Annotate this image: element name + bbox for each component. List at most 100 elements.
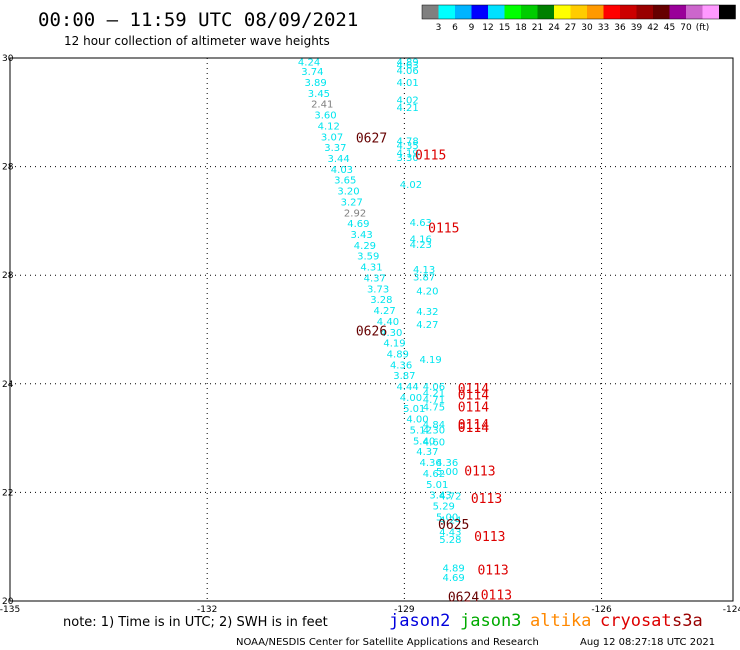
satellite-name: jason3 [460,611,521,631]
wave-height-value: 4.84 [423,420,445,431]
color-scale-swatch [636,5,653,19]
color-scale-swatch [570,5,587,19]
pass-time-label: 0113 [481,588,512,603]
wave-height-value: 4.19 [397,149,419,160]
wave-height-value: 4.75 [423,403,445,414]
color-scale-label: 42 [647,23,658,33]
wave-height-value: 3.28 [370,295,392,306]
color-scale-label: 33 [598,23,609,33]
color-scale-label: 30 [581,23,593,33]
color-scale-label: 9 [469,23,475,33]
color-scale-swatch [455,5,472,19]
satellite-name: cryosat [600,611,672,631]
wave-height-value: 4.06 [423,382,445,393]
wave-height-value: 4.27 [416,320,438,331]
color-scale-swatch [587,5,604,19]
wave-height-value: 4.00 [400,393,422,404]
wave-height-value: 5.40 [413,436,435,447]
color-scale-legend: 3 6 9 12 15 18 21 24 27 30 33 36 39 42 45 70 (ft) [421,4,736,33]
wave-height-value: 4.89 [387,349,409,360]
plot-frame [9,57,734,602]
wave-height-value: 4.43 [439,528,461,539]
wave-height-value: 4.31 [360,263,382,274]
axis-tick-labels: -135-132-129-126-123-124302828242220 [0,54,740,615]
pass-time-label: 0115 [428,221,459,236]
color-scale-label: 45 [664,23,675,33]
pass-time-label: 0114 [458,421,489,436]
wave-height-value: 4.27 [374,306,396,317]
wave-height-value: 4.40 [377,317,399,328]
wave-height-value: 4.69 [443,573,465,584]
wave-height-value: 5.00 [436,467,458,478]
wave-height-value: 4.36 [436,458,458,469]
wave-height-value: 4.32 [416,307,438,318]
wave-height-value: 4.30 [423,425,445,436]
x-tick-label: -124 [723,605,740,615]
pass-time-label: 0113 [464,465,495,480]
wave-height-value: 3.37 [324,143,346,154]
pass-time-label: 0114 [458,418,489,433]
y-tick-label: 20 [2,597,14,607]
pass-time-label: 0114 [458,401,489,416]
color-scale-frame [421,4,736,20]
pass-time-label: 0625 [438,518,469,533]
wave-height-value: 4.24 [439,516,461,527]
pass-time-label: 0113 [471,492,502,507]
wave-height-value: 3.60 [314,111,336,122]
wave-height-value: 4.13 [413,265,435,276]
wave-height-value: 3.87 [413,272,435,283]
wave-height-value: 4.02 [397,95,419,106]
color-scale-label: 70 [680,23,692,33]
wave-height-value: 4.60 [423,437,445,448]
wave-height-value: 3.59 [357,252,379,263]
wave-height-value: 3.27 [341,197,363,208]
wave-height-value: 4.12 [318,121,340,132]
color-scale-label: 21 [532,23,543,33]
wave-height-value: 3.07 [321,132,343,143]
footer-credit: NOAA/NESDIS Center for Satellite Applica… [236,637,539,648]
color-scale-swatch [537,5,554,19]
color-scale-label: (ft) [696,23,710,33]
color-scale-swatch [422,5,439,19]
color-scale-label: 3 [436,23,442,33]
color-scale-label: 39 [631,23,643,33]
wave-height-value: 5.12 [410,425,432,436]
wave-height-value: 3.45 [308,89,330,100]
wave-height-value: 4.02 [400,180,422,191]
wave-height-value: 4.06 [397,66,419,77]
wave-height-value: 4.37 [416,447,438,458]
pass-time-labels: 0627011501150626011401140114011401140113… [356,131,512,605]
color-scale-swatch [554,5,571,19]
footer-note: note: 1) Time is in UTC; 2) SWH is in fe… [63,615,328,630]
wave-height-value: 5.28 [439,535,461,546]
wave-height-value: 3.87 [393,371,415,382]
wave-height-value: 4.89 [443,563,465,574]
wave-height-value: 5.01 [403,404,425,415]
wave-height-value: 5.00 [436,512,458,523]
wave-height-value: 4.36 [390,360,412,371]
x-tick-label: -135 [0,605,20,615]
chart-subtitle: 12 hour collection of altimeter wave hei… [64,34,330,48]
color-scale-swatch [603,5,620,19]
pass-time-label: 0626 [356,325,387,340]
color-scale-swatch [719,5,736,19]
wave-height-value: 3.43 [351,230,373,241]
color-scale-label: 27 [565,23,576,33]
wave-height-value: 4.78 [397,137,419,148]
wave-height-value: 4.71 [423,395,445,406]
wave-height-value: 4.19 [420,355,442,366]
wave-height-value: 4.29 [354,241,376,252]
wave-height-value: 4.23 [410,240,432,251]
pass-time-label: 0114 [458,389,489,404]
wave-height-value: 4.00 [406,415,428,426]
color-scale-swatch [702,5,719,19]
y-tick-label: 30 [2,54,14,64]
wave-height-value: 4.62 [423,469,445,480]
wave-height-value: 4.03 [331,165,353,176]
y-tick-label: 28 [2,163,14,173]
wave-height-value: 3.44 [328,154,350,165]
wave-height-value: 3.73 [367,284,389,295]
color-scale-swatch [686,5,703,19]
